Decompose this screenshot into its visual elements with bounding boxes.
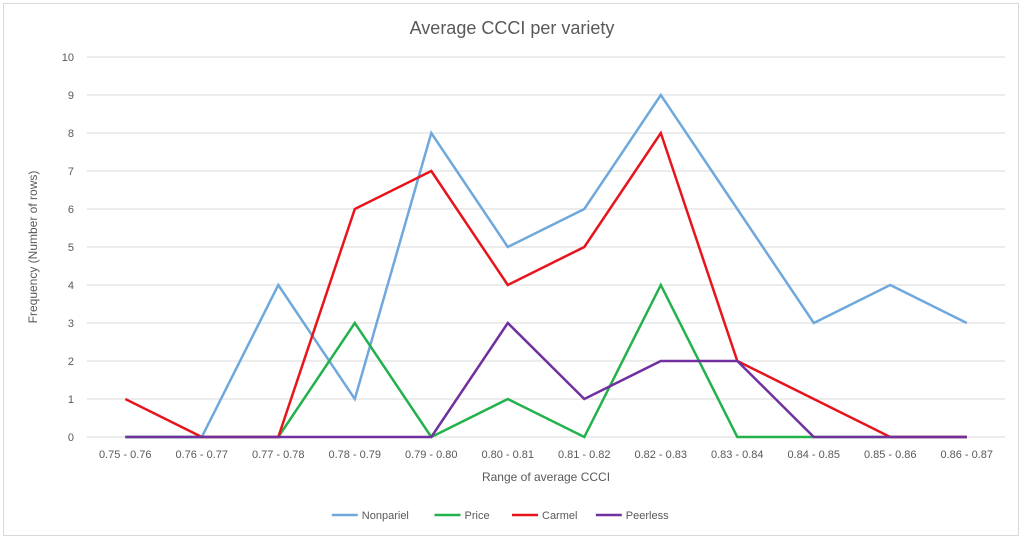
chart-title: Average CCCI per variety <box>410 18 615 38</box>
series-line-peerless <box>125 321 967 439</box>
x-tick-label: 0.75 - 0.76 <box>99 449 152 461</box>
x-tick-label: 0.77 - 0.78 <box>252 449 305 461</box>
x-tick-label: 0.85 - 0.86 <box>864 449 917 461</box>
y-tick-label: 2 <box>68 356 74 368</box>
y-tick-label: 9 <box>68 90 74 102</box>
x-tick-label: 0.82 - 0.83 <box>634 449 687 461</box>
series-line-nonpariel <box>125 92 968 439</box>
x-tick-label: 0.79 - 0.80 <box>405 449 458 461</box>
y-tick-label: 6 <box>68 204 74 216</box>
x-tick-label: 0.84 - 0.85 <box>787 449 840 461</box>
y-tick-label: 5 <box>68 242 74 254</box>
legend-label: Peerless <box>626 510 669 522</box>
y-tick-label: 7 <box>68 166 74 178</box>
x-tick-label: 0.81 - 0.82 <box>558 449 611 461</box>
y-tick-label: 4 <box>68 280 74 292</box>
legend-label: Nonpariel <box>362 510 409 522</box>
y-tick-label: 1 <box>68 394 74 406</box>
x-tick-label: 0.83 - 0.84 <box>711 449 764 461</box>
y-axis-label: Frequency (Number of rows) <box>26 171 40 324</box>
x-axis-label: Range of average CCCI <box>482 470 610 484</box>
y-tick-label: 0 <box>68 432 74 444</box>
y-tick-label: 3 <box>68 318 74 330</box>
legend: Nonpariel Price Carmel Peerless <box>331 510 669 522</box>
x-tick-label: 0.80 - 0.81 <box>481 449 534 461</box>
x-tick-label: 0.78 - 0.79 <box>328 449 381 461</box>
legend-label: Carmel <box>542 510 577 522</box>
chart-frame <box>3 3 1019 536</box>
y-tick-label: 10 <box>62 52 74 64</box>
legend-label: Price <box>465 510 490 522</box>
x-tick-label: 0.76 - 0.77 <box>175 449 228 461</box>
y-tick-label: 8 <box>68 128 74 140</box>
x-tick-label: 0.86 - 0.87 <box>940 449 993 461</box>
